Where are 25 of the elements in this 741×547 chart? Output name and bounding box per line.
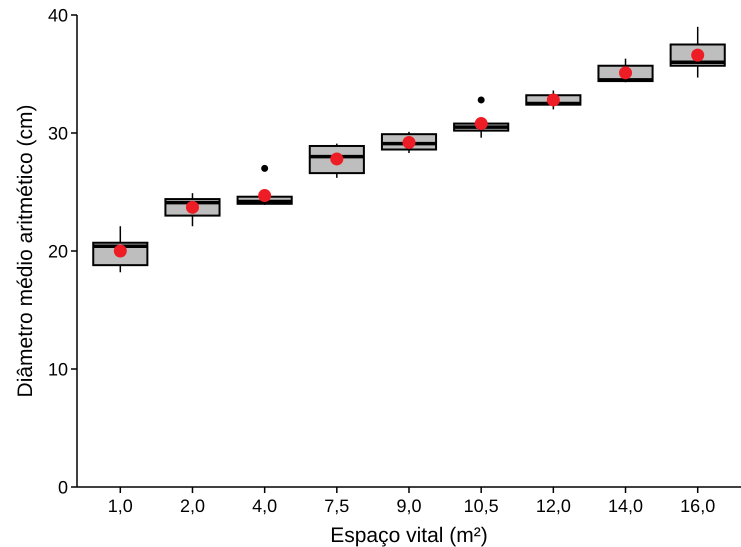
point	[546, 93, 560, 106]
x-tick-label: 2,0	[180, 496, 205, 516]
point	[691, 48, 704, 62]
y-tick-label: 10	[48, 359, 68, 380]
point	[258, 189, 272, 202]
x-tick-label: 9,0	[396, 496, 422, 516]
x-tick-label: 10,5	[464, 496, 499, 516]
x-tick-label: 12,0	[536, 496, 571, 516]
y-tick-label: 0	[58, 477, 68, 498]
point	[186, 200, 199, 214]
y-tick-label: 30	[48, 123, 68, 144]
point	[330, 152, 344, 166]
x-tick-label: 7,5	[324, 496, 350, 516]
x-tick-label: 14,0	[608, 496, 644, 516]
x-axis-title: Espaço vital (m²)	[330, 524, 488, 547]
y-tick-label: 20	[48, 241, 68, 262]
x-tick-label: 16,0	[680, 496, 716, 516]
y-tick-label: 40	[48, 5, 68, 26]
x-tick-label: 4,0	[252, 496, 278, 516]
x-tick-label: 1,0	[108, 496, 133, 516]
point	[619, 66, 632, 80]
y-axis-title: Diâmetro médio aritmético (cm)	[14, 104, 37, 398]
point	[474, 117, 488, 130]
point	[114, 244, 127, 258]
point	[402, 136, 416, 149]
